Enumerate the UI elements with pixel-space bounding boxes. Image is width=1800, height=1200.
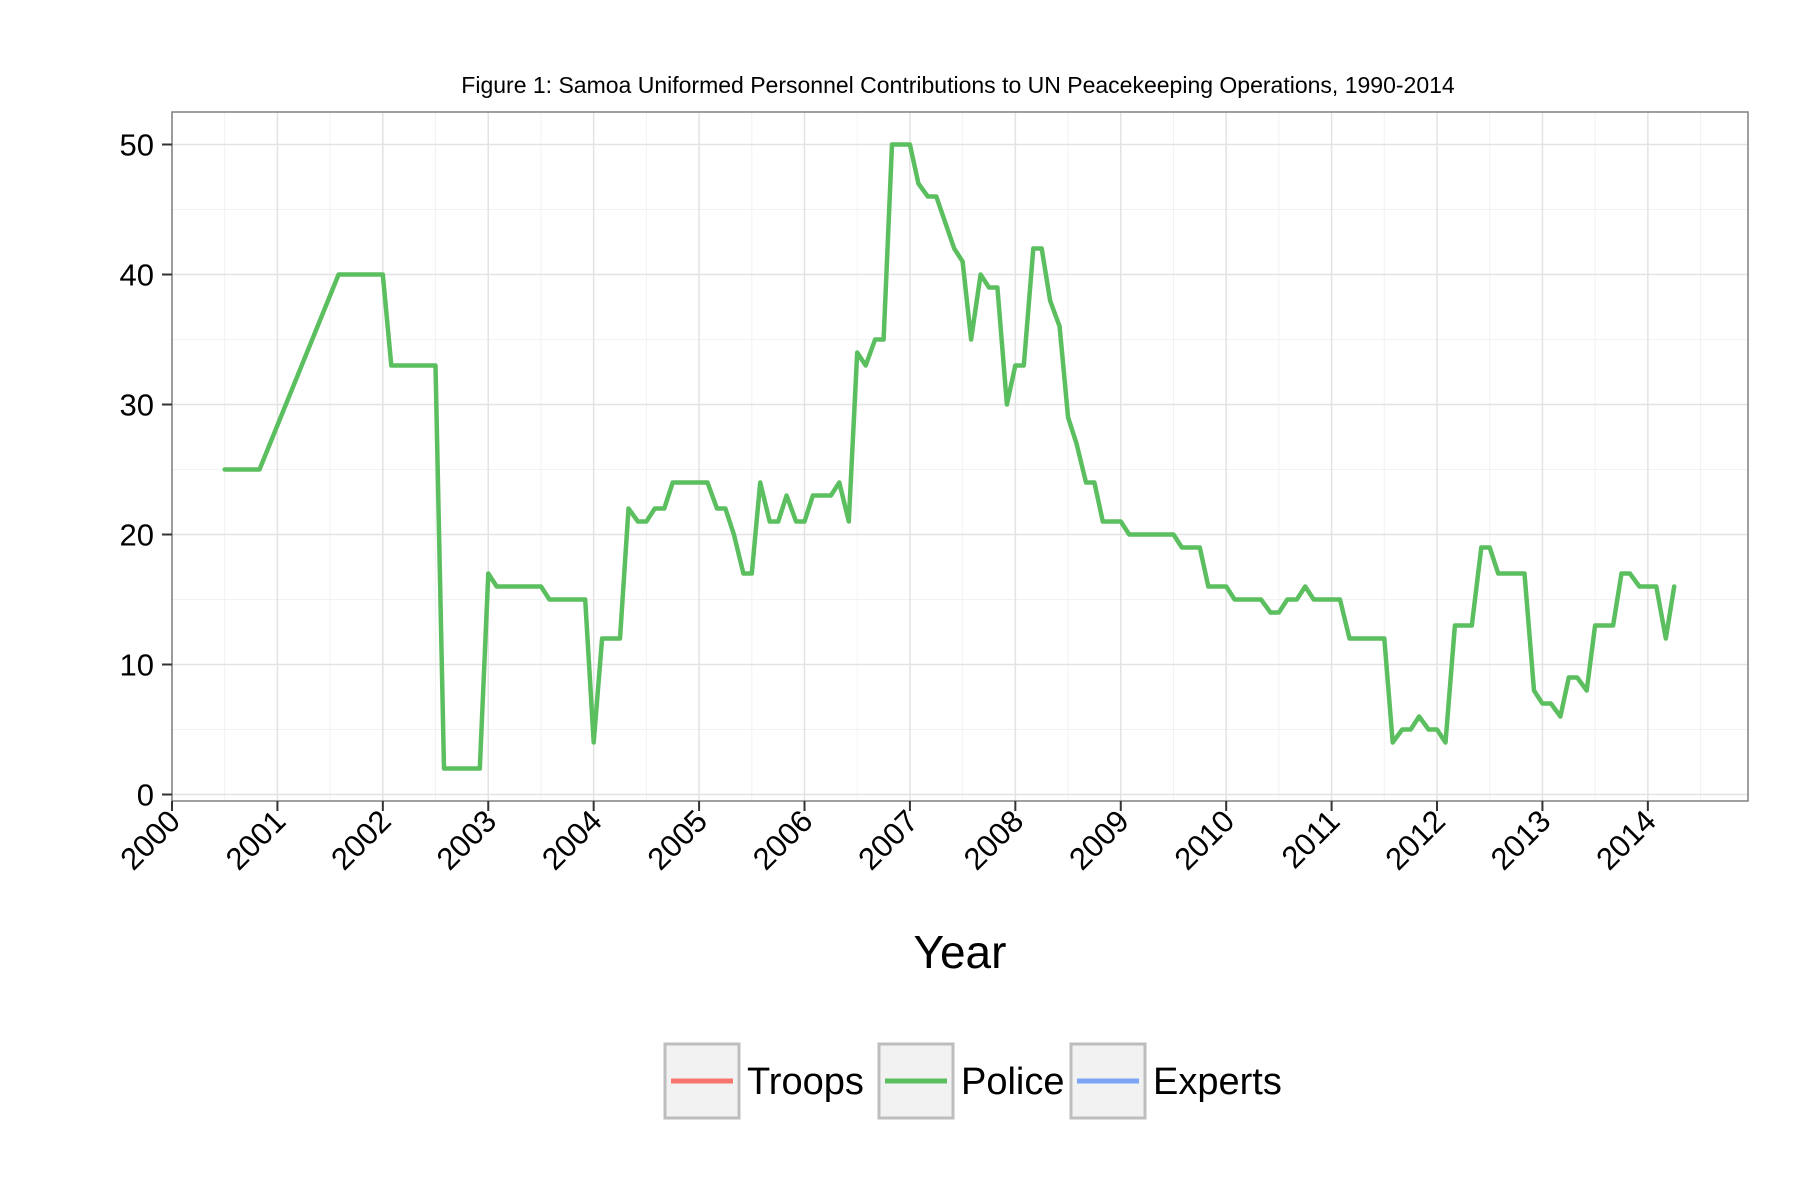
y-tick-label: 0 <box>137 778 154 813</box>
x-tick-label: 2011 <box>1275 803 1347 875</box>
y-tick-label: 50 <box>120 128 154 163</box>
legend-label-police: Police <box>961 1061 1065 1103</box>
chart-title: Figure 1: Samoa Uniformed Personnel Cont… <box>461 72 1455 98</box>
x-tick-label: 2007 <box>851 803 925 877</box>
x-tick-label: 2003 <box>430 803 504 877</box>
x-tick-label: 2001 <box>219 803 293 877</box>
x-tick-label: 2009 <box>1062 803 1136 877</box>
legend-label-troops: Troops <box>747 1061 864 1103</box>
x-tick-label: 2008 <box>957 803 1031 877</box>
series-layer <box>222 142 1677 771</box>
minor-gridlines <box>172 112 1748 801</box>
legend-label-experts: Experts <box>1153 1061 1282 1103</box>
major-gridlines <box>171 112 1748 801</box>
y-tick-label: 30 <box>120 388 154 423</box>
y-tick-label: 20 <box>120 518 154 553</box>
x-tick-label: 2014 <box>1589 803 1663 877</box>
x-tick-label: 2002 <box>324 803 398 877</box>
legend: Troops Police Experts <box>663 1042 1282 1120</box>
plot-border <box>171 111 1749 802</box>
x-axis: 2000 2001 2002 2003 2004 2005 2006 2007 2008 2009… <box>113 801 1663 877</box>
series-line-police <box>222 142 1677 771</box>
x-tick-label: 2004 <box>535 803 609 877</box>
y-axis: 0 10 20 30 40 50 <box>120 128 172 813</box>
x-tick-label: 2006 <box>746 803 820 877</box>
x-tick-label: 2012 <box>1378 803 1452 877</box>
y-tick-label: 10 <box>120 648 154 683</box>
x-tick-label: 2000 <box>113 803 187 877</box>
x-tick-label: 2013 <box>1484 803 1558 877</box>
x-axis-title: Year <box>914 926 1007 978</box>
x-tick-label: 2005 <box>641 803 715 877</box>
plot-background <box>172 112 1748 801</box>
x-tick-label: 2010 <box>1168 803 1242 877</box>
y-tick-label: 40 <box>120 258 154 293</box>
